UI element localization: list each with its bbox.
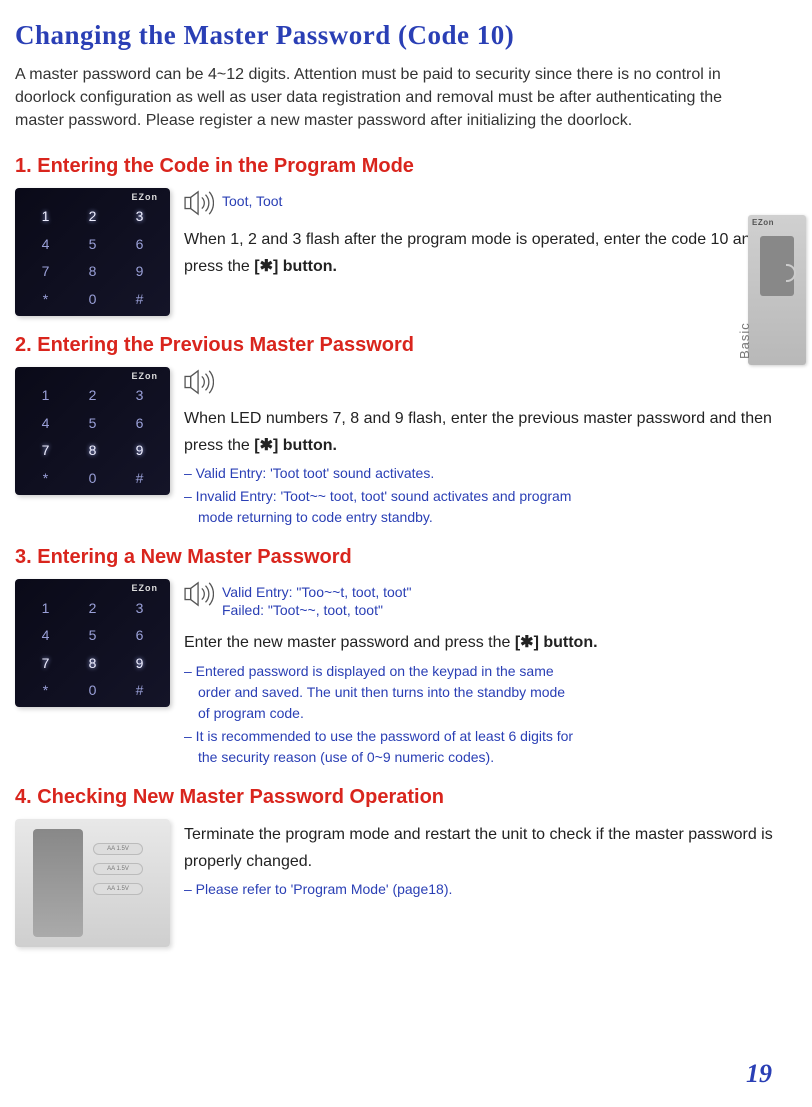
section-row: AA 1.5V AA 1.5V AA 1.5V Terminate the pr… <box>15 819 782 947</box>
keypad-key: 4 <box>23 410 68 436</box>
keypad-brand: EZon <box>23 583 162 593</box>
keypad-brand: EZon <box>23 192 162 202</box>
note-line: the security reason (use of 0~9 numeric … <box>184 747 782 768</box>
section-row: EZon 123 456 789 *0# Toot, Toot When 1, 2 an… <box>15 188 782 316</box>
keypad-graphic: EZon 123 456 789 *0# <box>15 188 170 316</box>
keypad-key: 6 <box>117 231 162 257</box>
section-row: EZon 123 456 789 *0# Valid Entry: "Too~~t, … <box>15 579 782 768</box>
note-line: mode returning to code entry standby. <box>184 507 782 528</box>
keypad-key: 0 <box>70 286 115 312</box>
keypad-key: 4 <box>23 622 68 648</box>
speaker-icon <box>184 190 214 216</box>
note-line: – Valid Entry: 'Toot toot' sound activat… <box>184 463 782 484</box>
note-line: – It is recommended to use the password … <box>184 726 782 747</box>
section-content: When LED numbers 7, 8 and 9 flash, enter… <box>184 367 782 528</box>
section-content: Toot, Toot When 1, 2 and 3 flash after th… <box>184 188 782 284</box>
keypad-key: 2 <box>70 383 115 409</box>
intro-paragraph: A master password can be 4~12 digits. At… <box>15 63 735 133</box>
keypad-key: 6 <box>117 622 162 648</box>
section-body: When LED numbers 7, 8 and 9 flash, enter… <box>184 405 782 459</box>
badge-brand: EZon <box>748 215 806 230</box>
keypad-graphic: EZon 123 456 789 *0# <box>15 367 170 495</box>
keypad-brand: EZon <box>23 371 162 381</box>
section-heading: 4. Checking New Master Password Operatio… <box>15 786 782 809</box>
keypad-key: * <box>23 465 68 491</box>
section-heading: 3. Entering a New Master Password <box>15 546 782 569</box>
section-notes: – Entered password is displayed on the k… <box>184 661 782 768</box>
section-body: Enter the new master password and press … <box>184 629 782 656</box>
badge-bottom-label: Basic <box>737 322 752 359</box>
keypad-key: 4 <box>23 231 68 257</box>
keypad-key: # <box>117 286 162 312</box>
keypad-key: 9 <box>117 438 162 464</box>
keypad-key: 8 <box>70 259 115 285</box>
sound-row <box>184 369 782 395</box>
sound-text: Valid Entry: "Too~~t, toot, toot" Failed… <box>222 581 411 619</box>
keypad-key: 0 <box>70 677 115 703</box>
keypad-key: 3 <box>117 204 162 230</box>
badge-door-graphic <box>760 236 794 296</box>
keypad-key: 5 <box>70 410 115 436</box>
keypad-key: 9 <box>117 650 162 676</box>
keypad-key: 9 <box>117 259 162 285</box>
note-line: order and saved. The unit then turns int… <box>184 682 782 703</box>
keypad-key: 3 <box>117 595 162 621</box>
section-row: EZon 123 456 789 *0# When LED numbers 7, 8 … <box>15 367 782 528</box>
note-line: – Please refer to 'Program Mode' (page18… <box>184 879 782 900</box>
sound-text: Toot, Toot <box>222 190 282 210</box>
keypad-key: 8 <box>70 438 115 464</box>
speaker-icon <box>184 369 214 395</box>
keypad-key: 1 <box>23 595 68 621</box>
device-photo: AA 1.5V AA 1.5V AA 1.5V <box>15 819 170 947</box>
section-content: Terminate the program mode and restart t… <box>184 819 782 900</box>
section-notes: – Please refer to 'Program Mode' (page18… <box>184 879 782 900</box>
keypad-graphic: EZon 123 456 789 *0# <box>15 579 170 707</box>
keypad-key: * <box>23 677 68 703</box>
keypad-key: 7 <box>23 438 68 464</box>
keypad-key: * <box>23 286 68 312</box>
speaker-icon <box>184 581 214 607</box>
note-line: – Entered password is displayed on the k… <box>184 661 782 682</box>
keypad-key: # <box>117 465 162 491</box>
sound-row: Valid Entry: "Too~~t, toot, toot" Failed… <box>184 581 782 619</box>
keypad-key: 5 <box>70 231 115 257</box>
section-heading: 1. Entering the Code in the Program Mode <box>15 155 782 178</box>
keypad-key: 3 <box>117 383 162 409</box>
note-line: of program code. <box>184 703 782 724</box>
section-heading: 2. Entering the Previous Master Password <box>15 334 782 357</box>
note-line: – Invalid Entry: 'Toot~~ toot, toot' sou… <box>184 486 782 507</box>
section-body: When 1, 2 and 3 flash after the program … <box>184 226 782 280</box>
page-title: Changing the Master Password (Code 10) <box>15 20 782 51</box>
keypad-key: 1 <box>23 383 68 409</box>
keypad-key: 7 <box>23 650 68 676</box>
keypad-key: 2 <box>70 204 115 230</box>
keypad-key: 7 <box>23 259 68 285</box>
section-content: Valid Entry: "Too~~t, toot, toot" Failed… <box>184 579 782 768</box>
keypad-key: 6 <box>117 410 162 436</box>
section-notes: – Valid Entry: 'Toot toot' sound activat… <box>184 463 782 528</box>
keypad-key: 1 <box>23 204 68 230</box>
keypad-key: 8 <box>70 650 115 676</box>
keypad-key: 5 <box>70 622 115 648</box>
sound-row: Toot, Toot <box>184 190 782 216</box>
keypad-key: # <box>117 677 162 703</box>
keypad-key: 2 <box>70 595 115 621</box>
product-side-badge: EZon Basic <box>748 215 806 365</box>
page-number: 19 <box>746 1059 772 1089</box>
section-body: Terminate the program mode and restart t… <box>184 821 782 875</box>
keypad-key: 0 <box>70 465 115 491</box>
